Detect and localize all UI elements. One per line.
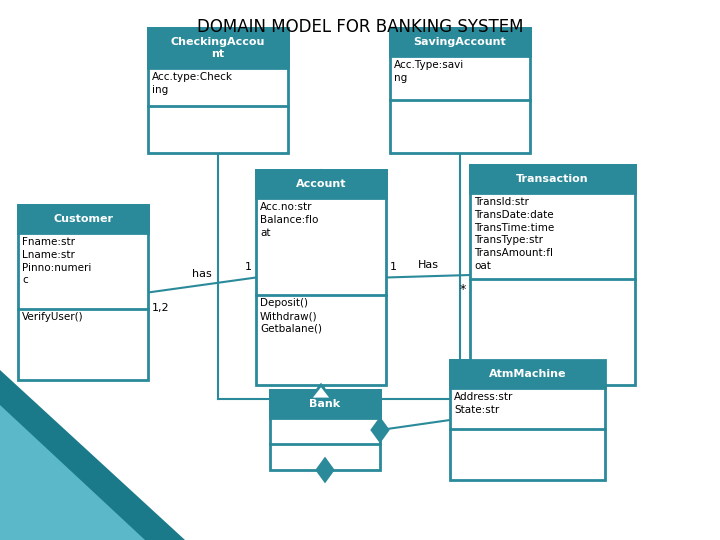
Text: has: has <box>192 269 212 279</box>
Text: Customer: Customer <box>53 214 113 224</box>
Bar <box>18 205 148 380</box>
Polygon shape <box>0 370 185 540</box>
Text: Acc.no:str
Balance:flo
at: Acc.no:str Balance:flo at <box>260 202 318 238</box>
Text: Transaction: Transaction <box>516 174 589 184</box>
Text: 1: 1 <box>390 262 397 273</box>
Bar <box>270 390 380 418</box>
Text: Address:str
State:str: Address:str State:str <box>454 392 513 415</box>
Text: Bank: Bank <box>310 399 341 409</box>
Bar <box>18 205 148 233</box>
Text: CheckingAccou
nt: CheckingAccou nt <box>171 37 265 59</box>
Text: Account: Account <box>296 179 346 189</box>
Text: SavingAccount: SavingAccount <box>413 37 506 47</box>
Text: *: * <box>460 283 466 296</box>
Text: DOMAIN MODEL FOR BANKING SYSTEM: DOMAIN MODEL FOR BANKING SYSTEM <box>197 18 523 36</box>
Bar <box>390 28 530 153</box>
Text: Has: Has <box>418 260 438 270</box>
Bar <box>450 360 605 388</box>
Text: TransId:str
TransDate:date
TransTime:time
TransType:str
TransAmount:fl
oat: TransId:str TransDate:date TransTime:tim… <box>474 197 554 271</box>
Bar <box>256 170 386 385</box>
Bar <box>470 165 635 385</box>
Text: VerifyUser(): VerifyUser() <box>22 313 84 322</box>
Text: 1: 1 <box>245 262 252 273</box>
Polygon shape <box>0 405 145 540</box>
Bar <box>450 360 605 480</box>
Polygon shape <box>317 459 333 481</box>
Bar <box>390 28 530 56</box>
Text: Fname:str
Lname:str
Pinno:numeri
c: Fname:str Lname:str Pinno:numeri c <box>22 237 91 286</box>
Polygon shape <box>372 419 388 441</box>
Text: Deposit()
Withdraw()
Getbalane(): Deposit() Withdraw() Getbalane() <box>260 298 322 334</box>
Bar <box>270 390 380 470</box>
Bar <box>256 170 386 198</box>
Bar <box>148 28 288 68</box>
Text: AtmMachine: AtmMachine <box>489 369 566 379</box>
Bar <box>148 28 288 153</box>
Text: Acc.Type:savi
ng: Acc.Type:savi ng <box>394 60 464 83</box>
Polygon shape <box>310 385 332 399</box>
Text: 1,2: 1,2 <box>152 302 170 313</box>
Text: Acc.type:Check
ing: Acc.type:Check ing <box>152 72 233 95</box>
Bar <box>470 165 635 193</box>
